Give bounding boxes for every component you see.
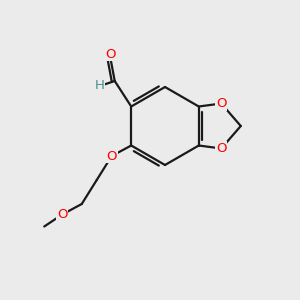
Text: O: O xyxy=(216,97,226,110)
Text: O: O xyxy=(106,149,117,163)
Text: O: O xyxy=(105,47,116,61)
Text: O: O xyxy=(216,142,226,155)
Text: O: O xyxy=(57,208,68,221)
Text: H: H xyxy=(95,79,105,92)
